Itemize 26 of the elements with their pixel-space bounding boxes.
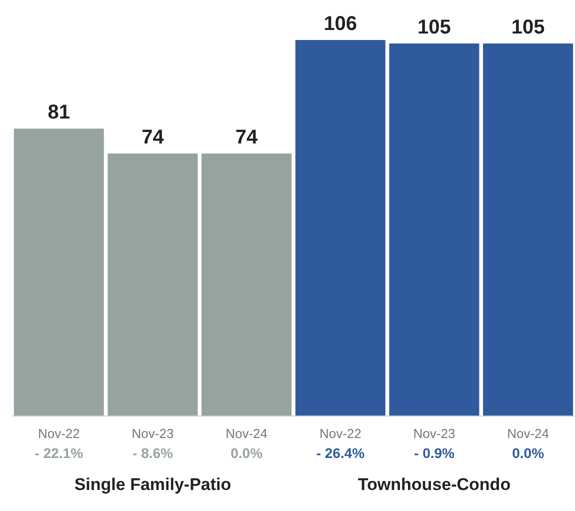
data-label: 74 bbox=[235, 126, 259, 149]
bar bbox=[295, 40, 386, 416]
text: 0.0% bbox=[512, 445, 545, 461]
text: - 26.4% bbox=[316, 445, 366, 461]
data-label: 81 bbox=[48, 102, 70, 124]
bar bbox=[483, 44, 574, 416]
bar bbox=[202, 154, 292, 416]
x-tick-label: Nov-23 bbox=[132, 426, 174, 441]
bar bbox=[14, 128, 104, 416]
x-tick-label: Nov-23 bbox=[413, 426, 456, 441]
data-label: 105 bbox=[418, 16, 451, 39]
x-tick-label: Nov-24 bbox=[507, 426, 550, 441]
x-tick-label: Nov-24 bbox=[226, 426, 268, 441]
data-label: 106 bbox=[324, 13, 358, 35]
x-tick-label: Nov-22 bbox=[38, 426, 80, 441]
text: - 0.9% bbox=[414, 445, 456, 461]
bar bbox=[108, 154, 198, 416]
text: Townhouse-Condo bbox=[358, 475, 511, 494]
text: - 22.1% bbox=[34, 445, 84, 461]
text: - 8.6% bbox=[132, 445, 174, 461]
bar bbox=[389, 44, 480, 416]
data-label: 105 bbox=[511, 16, 545, 39]
data-label: 74 bbox=[142, 126, 165, 149]
text: Single Family-Patio bbox=[74, 475, 232, 494]
x-tick-label: Nov-22 bbox=[319, 426, 362, 441]
text: 0.0% bbox=[230, 445, 264, 461]
